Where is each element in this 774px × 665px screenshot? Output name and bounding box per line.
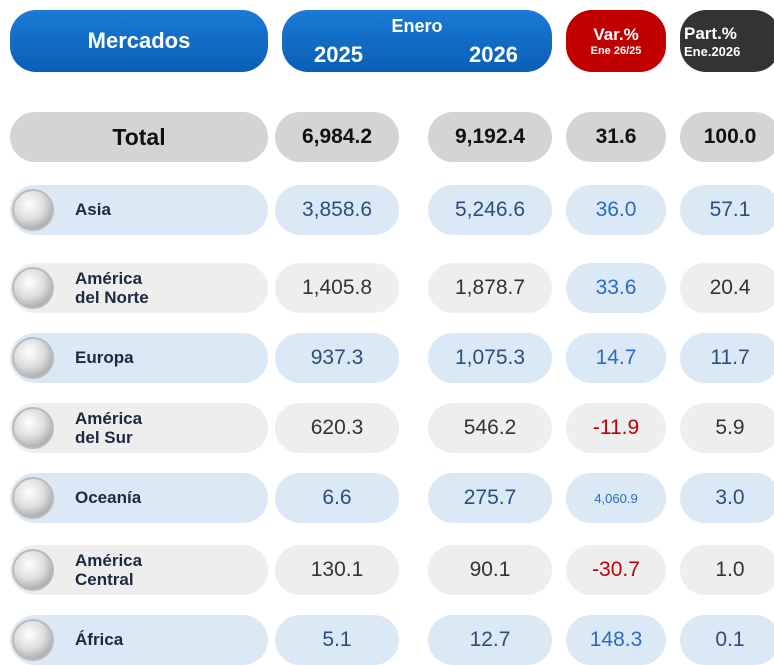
value-b: 1,075.3	[428, 333, 552, 383]
total-var: 31.6	[566, 112, 666, 162]
part-sub-label: Ene.2026	[684, 43, 741, 59]
var-header: Var.% Ene 26/25	[566, 10, 666, 72]
value-part: 20.4	[680, 263, 774, 313]
value-a: 5.1	[275, 615, 399, 665]
globe-icon	[12, 549, 54, 591]
value-var: 33.6	[566, 263, 666, 313]
globe-icon	[12, 337, 54, 379]
total-b: 9,192.4	[428, 112, 552, 162]
value-a: 130.1	[275, 545, 399, 595]
value-part: 57.1	[680, 185, 774, 235]
region-name: América del Sur	[75, 409, 143, 447]
year-b-label: 2026	[469, 42, 518, 67]
value-part: 3.0	[680, 473, 774, 523]
region-name: América Central	[75, 551, 143, 589]
value-b: 5,246.6	[428, 185, 552, 235]
value-part: 1.0	[680, 545, 774, 595]
value-b: 12.7	[428, 615, 552, 665]
total-part: 100.0	[680, 112, 774, 162]
value-b: 546.2	[428, 403, 552, 453]
mercados-header: Mercados	[10, 10, 268, 72]
value-b: 90.1	[428, 545, 552, 595]
year-a-label: 2025	[314, 42, 363, 67]
region-name: Oceanía	[75, 488, 142, 507]
value-a: 937.3	[275, 333, 399, 383]
value-var: -11.9	[566, 403, 666, 453]
globe-icon	[12, 407, 54, 449]
value-var: 14.7	[566, 333, 666, 383]
value-a: 3,858.6	[275, 185, 399, 235]
region-name: África	[75, 630, 124, 649]
enero-header: Enero 2025 2026	[282, 10, 552, 72]
region-name: Europa	[75, 348, 134, 367]
part-label: Part.%	[684, 23, 737, 43]
globe-icon	[12, 189, 54, 231]
var-label: Var.%	[593, 25, 639, 44]
enero-label: Enero	[391, 16, 443, 36]
value-a: 1,405.8	[275, 263, 399, 313]
value-a: 6.6	[275, 473, 399, 523]
region-name: Asia	[75, 200, 111, 219]
total-name: Total	[10, 112, 268, 162]
value-var: 4,060.9	[566, 473, 666, 523]
value-part: 11.7	[680, 333, 774, 383]
part-header: Part.% Ene.2026	[680, 10, 774, 72]
globe-icon	[12, 267, 54, 309]
value-b: 1,878.7	[428, 263, 552, 313]
value-a: 620.3	[275, 403, 399, 453]
value-var: 148.3	[566, 615, 666, 665]
value-var: -30.7	[566, 545, 666, 595]
total-a: 6,984.2	[275, 112, 399, 162]
value-var: 36.0	[566, 185, 666, 235]
globe-icon	[12, 619, 54, 661]
value-b: 275.7	[428, 473, 552, 523]
value-part: 5.9	[680, 403, 774, 453]
value-part: 0.1	[680, 615, 774, 665]
region-name: América del Norte	[75, 269, 149, 307]
globe-icon	[12, 477, 54, 519]
var-sub-label: Ene 26/25	[590, 45, 642, 57]
